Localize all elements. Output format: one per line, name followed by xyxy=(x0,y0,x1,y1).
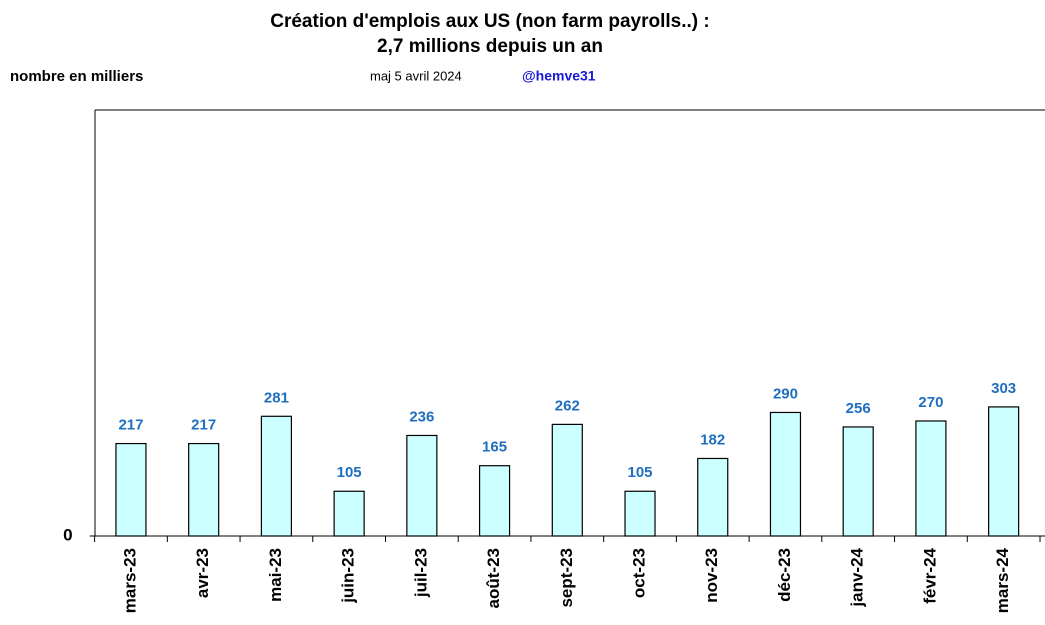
x-tick-label: sept-23 xyxy=(557,548,576,608)
x-tick-label: mars-24 xyxy=(993,547,1012,613)
bar xyxy=(406,434,438,537)
data-label: 217 xyxy=(191,417,216,434)
data-label: 262 xyxy=(555,397,580,414)
y-tick-label: 0 xyxy=(63,525,72,544)
x-tick-label: mars-23 xyxy=(120,548,139,613)
bar xyxy=(478,465,511,537)
x-tick-label: avr-23 xyxy=(193,548,212,598)
bar xyxy=(697,457,729,537)
data-label: 290 xyxy=(773,385,798,402)
x-tick-label: mai-23 xyxy=(266,548,285,602)
x-tick-label: juil-23 xyxy=(411,548,430,598)
x-tick-label: nov-23 xyxy=(702,548,721,603)
bar xyxy=(188,442,220,537)
bar xyxy=(333,490,365,537)
annotation: maj 5 avril 2024 xyxy=(370,68,462,83)
data-label: 256 xyxy=(846,400,871,417)
data-label: 105 xyxy=(337,464,362,481)
data-label: 270 xyxy=(918,394,943,411)
x-tick-label: oct-23 xyxy=(630,548,649,598)
chart-subtitle: 2,7 millions depuis un an xyxy=(377,36,603,57)
data-label: 105 xyxy=(628,464,653,481)
x-tick-label: juin-23 xyxy=(339,548,358,604)
bar xyxy=(115,442,147,537)
x-tick-label: févr-24 xyxy=(920,547,939,603)
x-tick-label: janv-24 xyxy=(848,547,867,607)
bar xyxy=(842,426,874,537)
annotation: @hemve31 xyxy=(522,68,596,84)
data-label: 236 xyxy=(409,408,434,425)
data-label: 281 xyxy=(264,389,289,406)
bar xyxy=(988,406,1020,537)
data-label: 217 xyxy=(118,417,143,434)
bar xyxy=(915,420,947,537)
data-label: 303 xyxy=(991,380,1016,397)
x-tick-label: déc-23 xyxy=(775,548,794,602)
bar xyxy=(551,423,583,537)
chart-title: Création d'emplois aux US (non farm payr… xyxy=(270,11,709,32)
x-tick-label: août-23 xyxy=(484,548,503,608)
bar xyxy=(624,490,656,537)
bar xyxy=(769,411,802,537)
data-label: 182 xyxy=(700,431,725,448)
y-axis-label: nombre en milliers xyxy=(10,68,143,85)
bar xyxy=(260,415,293,537)
data-label: 165 xyxy=(482,439,507,456)
